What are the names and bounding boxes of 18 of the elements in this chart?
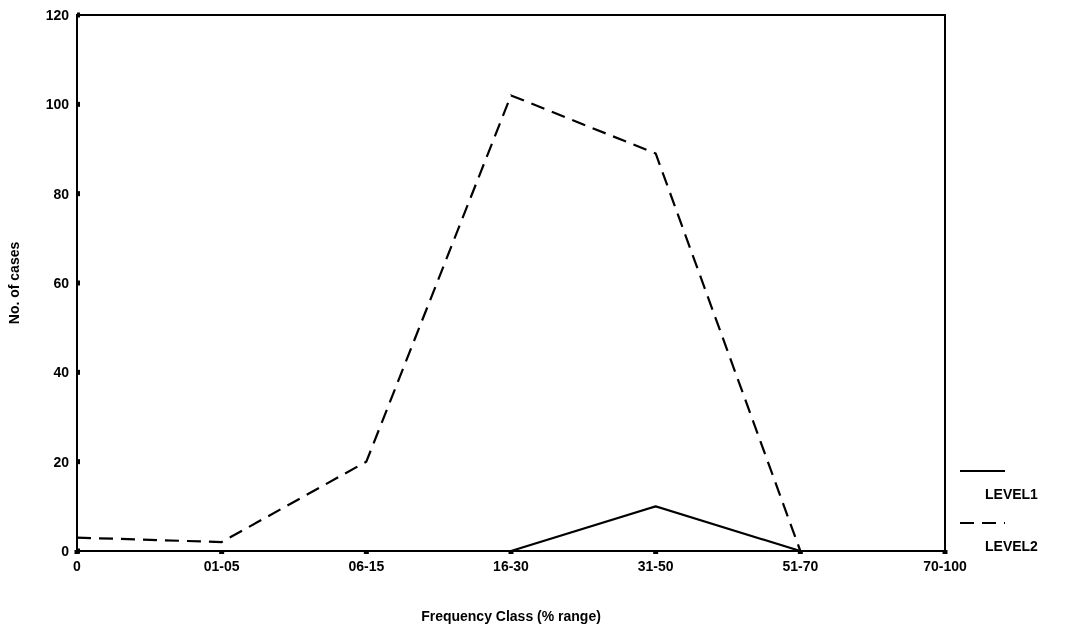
y-tick-label: 20 bbox=[53, 453, 70, 470]
x-tick-label: 06-15 bbox=[348, 558, 385, 574]
y-tick-label: 120 bbox=[45, 6, 70, 23]
x-tick-label: 51-70 bbox=[782, 558, 819, 574]
x-tick-label: 70-100 bbox=[923, 558, 968, 574]
x-tick-label: 31-50 bbox=[637, 558, 674, 574]
legend-label: LEVEL1 bbox=[985, 486, 1039, 502]
x-axis-title: Frequency Class (% range) bbox=[421, 608, 601, 624]
x-tick-label: 0 bbox=[73, 558, 82, 574]
y-tick-label: 40 bbox=[53, 364, 70, 381]
y-axis-title: No. of cases bbox=[6, 241, 22, 325]
y-tick-label: 60 bbox=[53, 274, 70, 291]
y-tick-label: 100 bbox=[45, 96, 70, 113]
legend-label: LEVEL2 bbox=[985, 538, 1039, 554]
y-tick-label: 80 bbox=[53, 185, 70, 202]
y-tick-label: 0 bbox=[61, 542, 70, 559]
x-tick-label: 16-30 bbox=[493, 558, 530, 574]
x-tick-label: 01-05 bbox=[203, 558, 240, 574]
